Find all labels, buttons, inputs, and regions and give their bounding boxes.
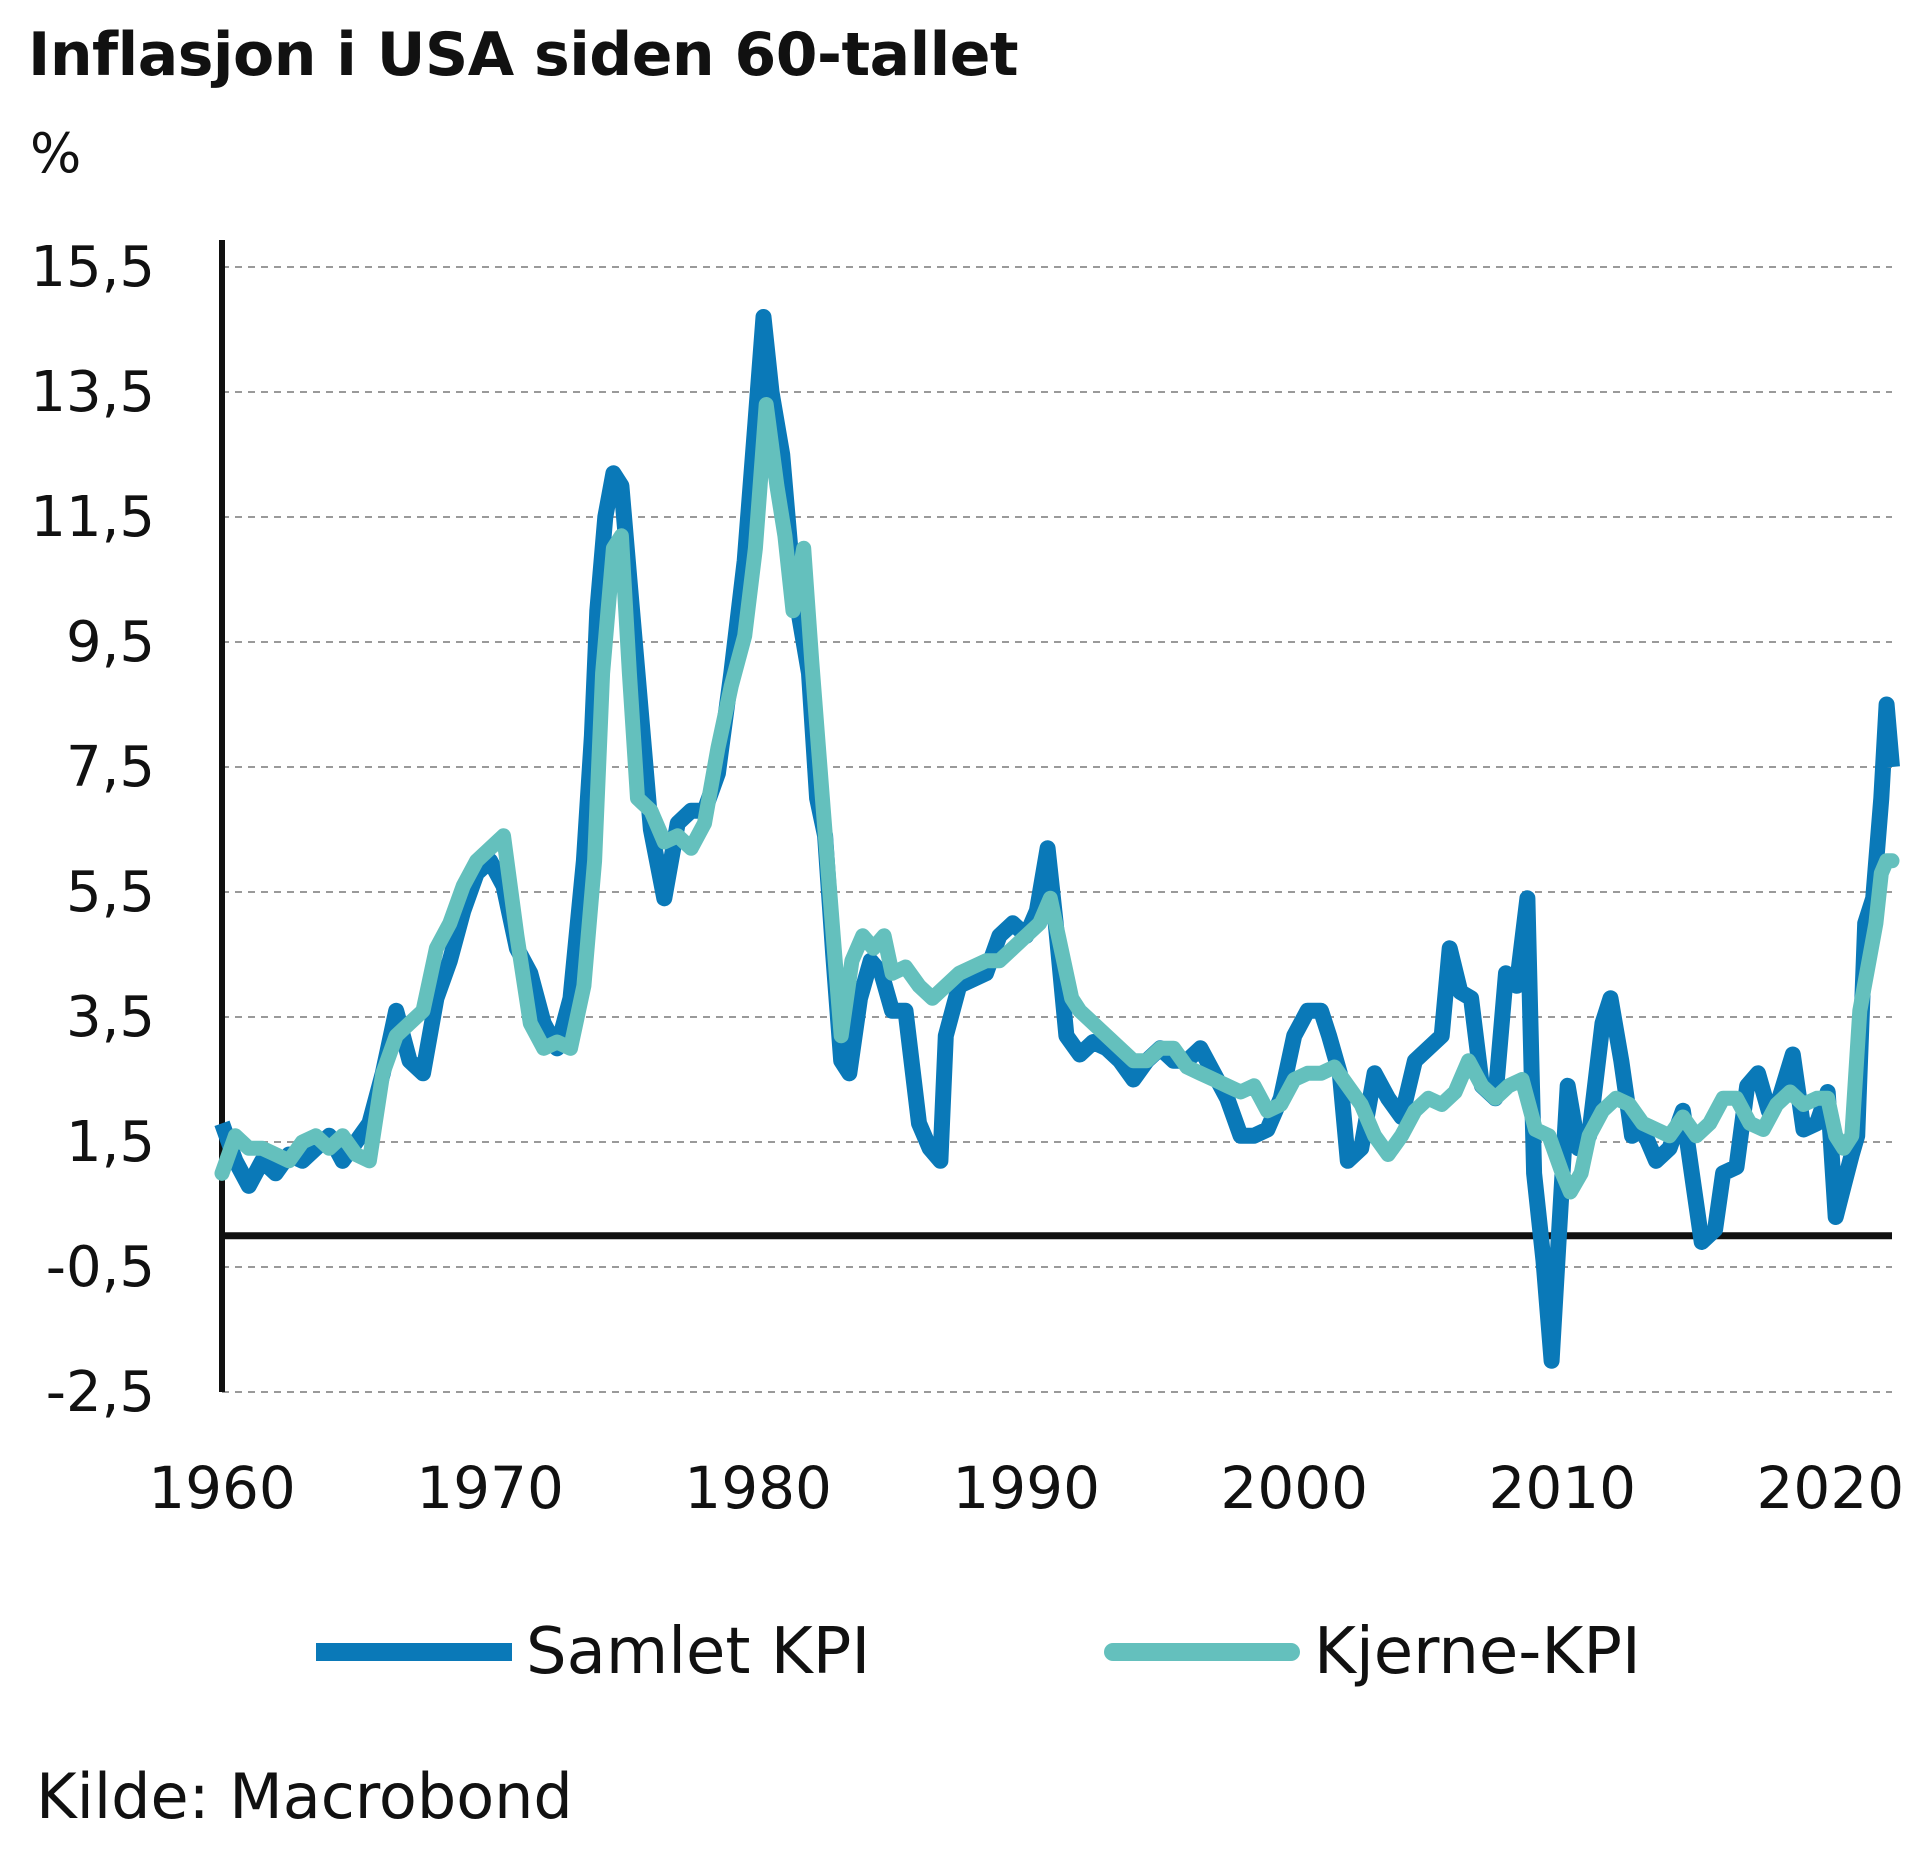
legend-swatch-samlet-kpi [316, 1643, 512, 1661]
y-tick-label: 5,5 [66, 860, 155, 925]
y-tick-label: 3,5 [66, 985, 155, 1050]
legend: Samlet KPI Kjerne-KPI [0, 1615, 1920, 1695]
x-tick-label: 1960 [148, 1454, 296, 1522]
y-tick-label: 7,5 [66, 735, 155, 800]
x-tick-label: 1990 [952, 1454, 1100, 1522]
legend-swatch-kjerne-kpi [1104, 1643, 1300, 1661]
gridlines [222, 266, 1892, 1393]
series-line-samlet-kpi [214, 309, 1900, 1369]
chart-title: Inflasjon i USA siden 60-tallet [28, 20, 1019, 90]
x-tick-label: 1970 [416, 1454, 564, 1522]
x-tick-label: 2010 [1488, 1454, 1636, 1522]
x-tick-label: 2000 [1220, 1454, 1368, 1522]
y-axis-unit-label: % [30, 122, 82, 185]
y-tick-label: -0,5 [46, 1235, 155, 1300]
legend-label-kjerne-kpi: Kjerne-KPI [1314, 1615, 1641, 1689]
legend-item-samlet-kpi: Samlet KPI [316, 1615, 870, 1689]
x-tick-labels: 1960 1970 1980 1990 2000 2010 2020 [148, 1454, 1904, 1522]
y-tick-label: 1,5 [66, 1110, 155, 1175]
y-tick-label: 15,5 [30, 235, 155, 300]
y-tick-label: 13,5 [30, 360, 155, 425]
series-line-kjerne-kpi [214, 397, 1900, 1200]
x-tick-label: 1980 [684, 1454, 832, 1522]
y-tick-label: 9,5 [66, 610, 155, 675]
y-tick-label: -2,5 [46, 1360, 155, 1425]
source-note: Kilde: Macrobond [36, 1760, 573, 1833]
y-tick-label: 11,5 [30, 485, 155, 550]
legend-item-kjerne-kpi: Kjerne-KPI [1104, 1615, 1641, 1689]
x-tick-label: 2020 [1757, 1454, 1905, 1522]
series-group [214, 309, 1900, 1369]
y-tick-labels: 15,5 13,5 11,5 9,5 7,5 5,5 3,5 1,5 -0,5 -2,5 [30, 235, 155, 1425]
chart-canvas: 15,5 13,5 11,5 9,5 7,5 5,5 3,5 1,5 -0,5 -2,5 1960… [30, 235, 1904, 1522]
legend-label-samlet-kpi: Samlet KPI [526, 1615, 871, 1689]
